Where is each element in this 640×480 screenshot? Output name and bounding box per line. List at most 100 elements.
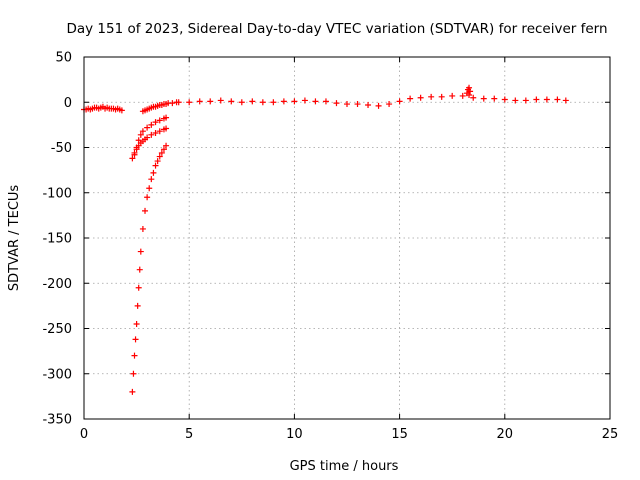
plot-frame (83, 56, 611, 420)
x-tick-label: 15 (391, 427, 408, 442)
data-point (139, 225, 146, 232)
x-tick-label: 10 (286, 427, 303, 442)
data-point (175, 99, 182, 106)
data-point (270, 99, 277, 106)
data-point (132, 336, 139, 343)
series-arc-early (81, 103, 125, 114)
series-arc-main (175, 92, 473, 109)
data-point (259, 99, 266, 106)
data-point (301, 97, 308, 104)
data-point (148, 176, 155, 183)
data-point (169, 100, 176, 107)
data-point (312, 98, 319, 105)
x-tick-label: 5 (185, 427, 193, 442)
data-point (207, 98, 214, 105)
data-point (131, 151, 138, 158)
data-point (196, 98, 203, 105)
data-point (466, 84, 473, 91)
data-point (163, 142, 170, 149)
data-point (386, 101, 393, 108)
data-points (81, 84, 569, 395)
data-point (522, 97, 529, 104)
y-tick-label: -100 (42, 186, 72, 201)
data-point (137, 131, 144, 138)
data-point (562, 97, 569, 104)
series-arc-mid1 (129, 125, 170, 162)
data-point (501, 96, 508, 103)
data-point (118, 107, 125, 114)
x-tick-label: 25 (602, 427, 619, 442)
data-point (144, 124, 151, 131)
data-point (344, 101, 350, 108)
data-point (133, 320, 140, 327)
y-tick-label: -300 (42, 367, 72, 382)
chart-title: Day 151 of 2023, Sidereal Day-to-day VTE… (66, 21, 607, 37)
y-tick-label: -150 (42, 232, 72, 247)
data-point (144, 134, 151, 141)
data-point (160, 146, 167, 153)
data-point (131, 352, 138, 359)
y-tick-label: -350 (42, 413, 72, 428)
y-tick-label: -50 (51, 141, 72, 156)
data-point (467, 88, 474, 95)
data-point (280, 98, 287, 105)
data-point (129, 155, 136, 162)
data-point (152, 162, 159, 169)
series-arc-mid2 (131, 114, 170, 158)
x-axis-label: GPS time / hours (290, 459, 399, 474)
data-point (491, 95, 498, 102)
data-point (449, 92, 456, 99)
grid (84, 57, 610, 419)
data-point (407, 95, 414, 102)
y-tick-label: 0 (64, 96, 72, 111)
data-point (375, 102, 382, 109)
data-point (135, 284, 142, 291)
series-arc-deep (129, 142, 170, 395)
series-arc-late (470, 94, 569, 104)
data-point (459, 92, 466, 99)
series-arc-spike (463, 84, 474, 97)
data-point (130, 370, 137, 377)
data-point (365, 101, 372, 108)
data-point (512, 97, 519, 104)
data-point (134, 302, 141, 309)
data-point (142, 207, 149, 214)
data-point (543, 96, 550, 103)
data-point (135, 137, 142, 144)
data-point (146, 185, 153, 192)
data-point (163, 114, 170, 121)
data-point (150, 169, 157, 176)
data-point (129, 388, 136, 395)
y-axis-label: SDTVAR / TECUs (7, 185, 22, 292)
data-point (156, 153, 163, 160)
data-point (144, 194, 151, 201)
data-point (136, 266, 143, 273)
data-point (438, 93, 445, 100)
data-point (163, 125, 170, 132)
data-point (137, 248, 144, 255)
y-tick-label: -200 (42, 277, 72, 292)
data-point (133, 144, 140, 151)
data-point (354, 101, 361, 108)
data-point (152, 130, 159, 137)
data-point (186, 99, 193, 106)
data-point (156, 128, 163, 135)
data-point (228, 98, 235, 105)
data-point (152, 119, 159, 126)
data-point (396, 98, 403, 105)
data-point (322, 98, 329, 105)
data-point (249, 98, 256, 105)
y-tick-label: -250 (42, 322, 72, 337)
data-point (148, 121, 155, 128)
data-point (533, 96, 540, 103)
data-point (463, 90, 470, 97)
data-point (428, 93, 435, 100)
data-point (238, 99, 245, 106)
data-point (156, 117, 163, 124)
data-point (554, 96, 561, 103)
data-point (217, 97, 224, 104)
axis-ticks (83, 56, 611, 420)
data-point (154, 158, 161, 165)
x-tick-label: 0 (80, 427, 88, 442)
